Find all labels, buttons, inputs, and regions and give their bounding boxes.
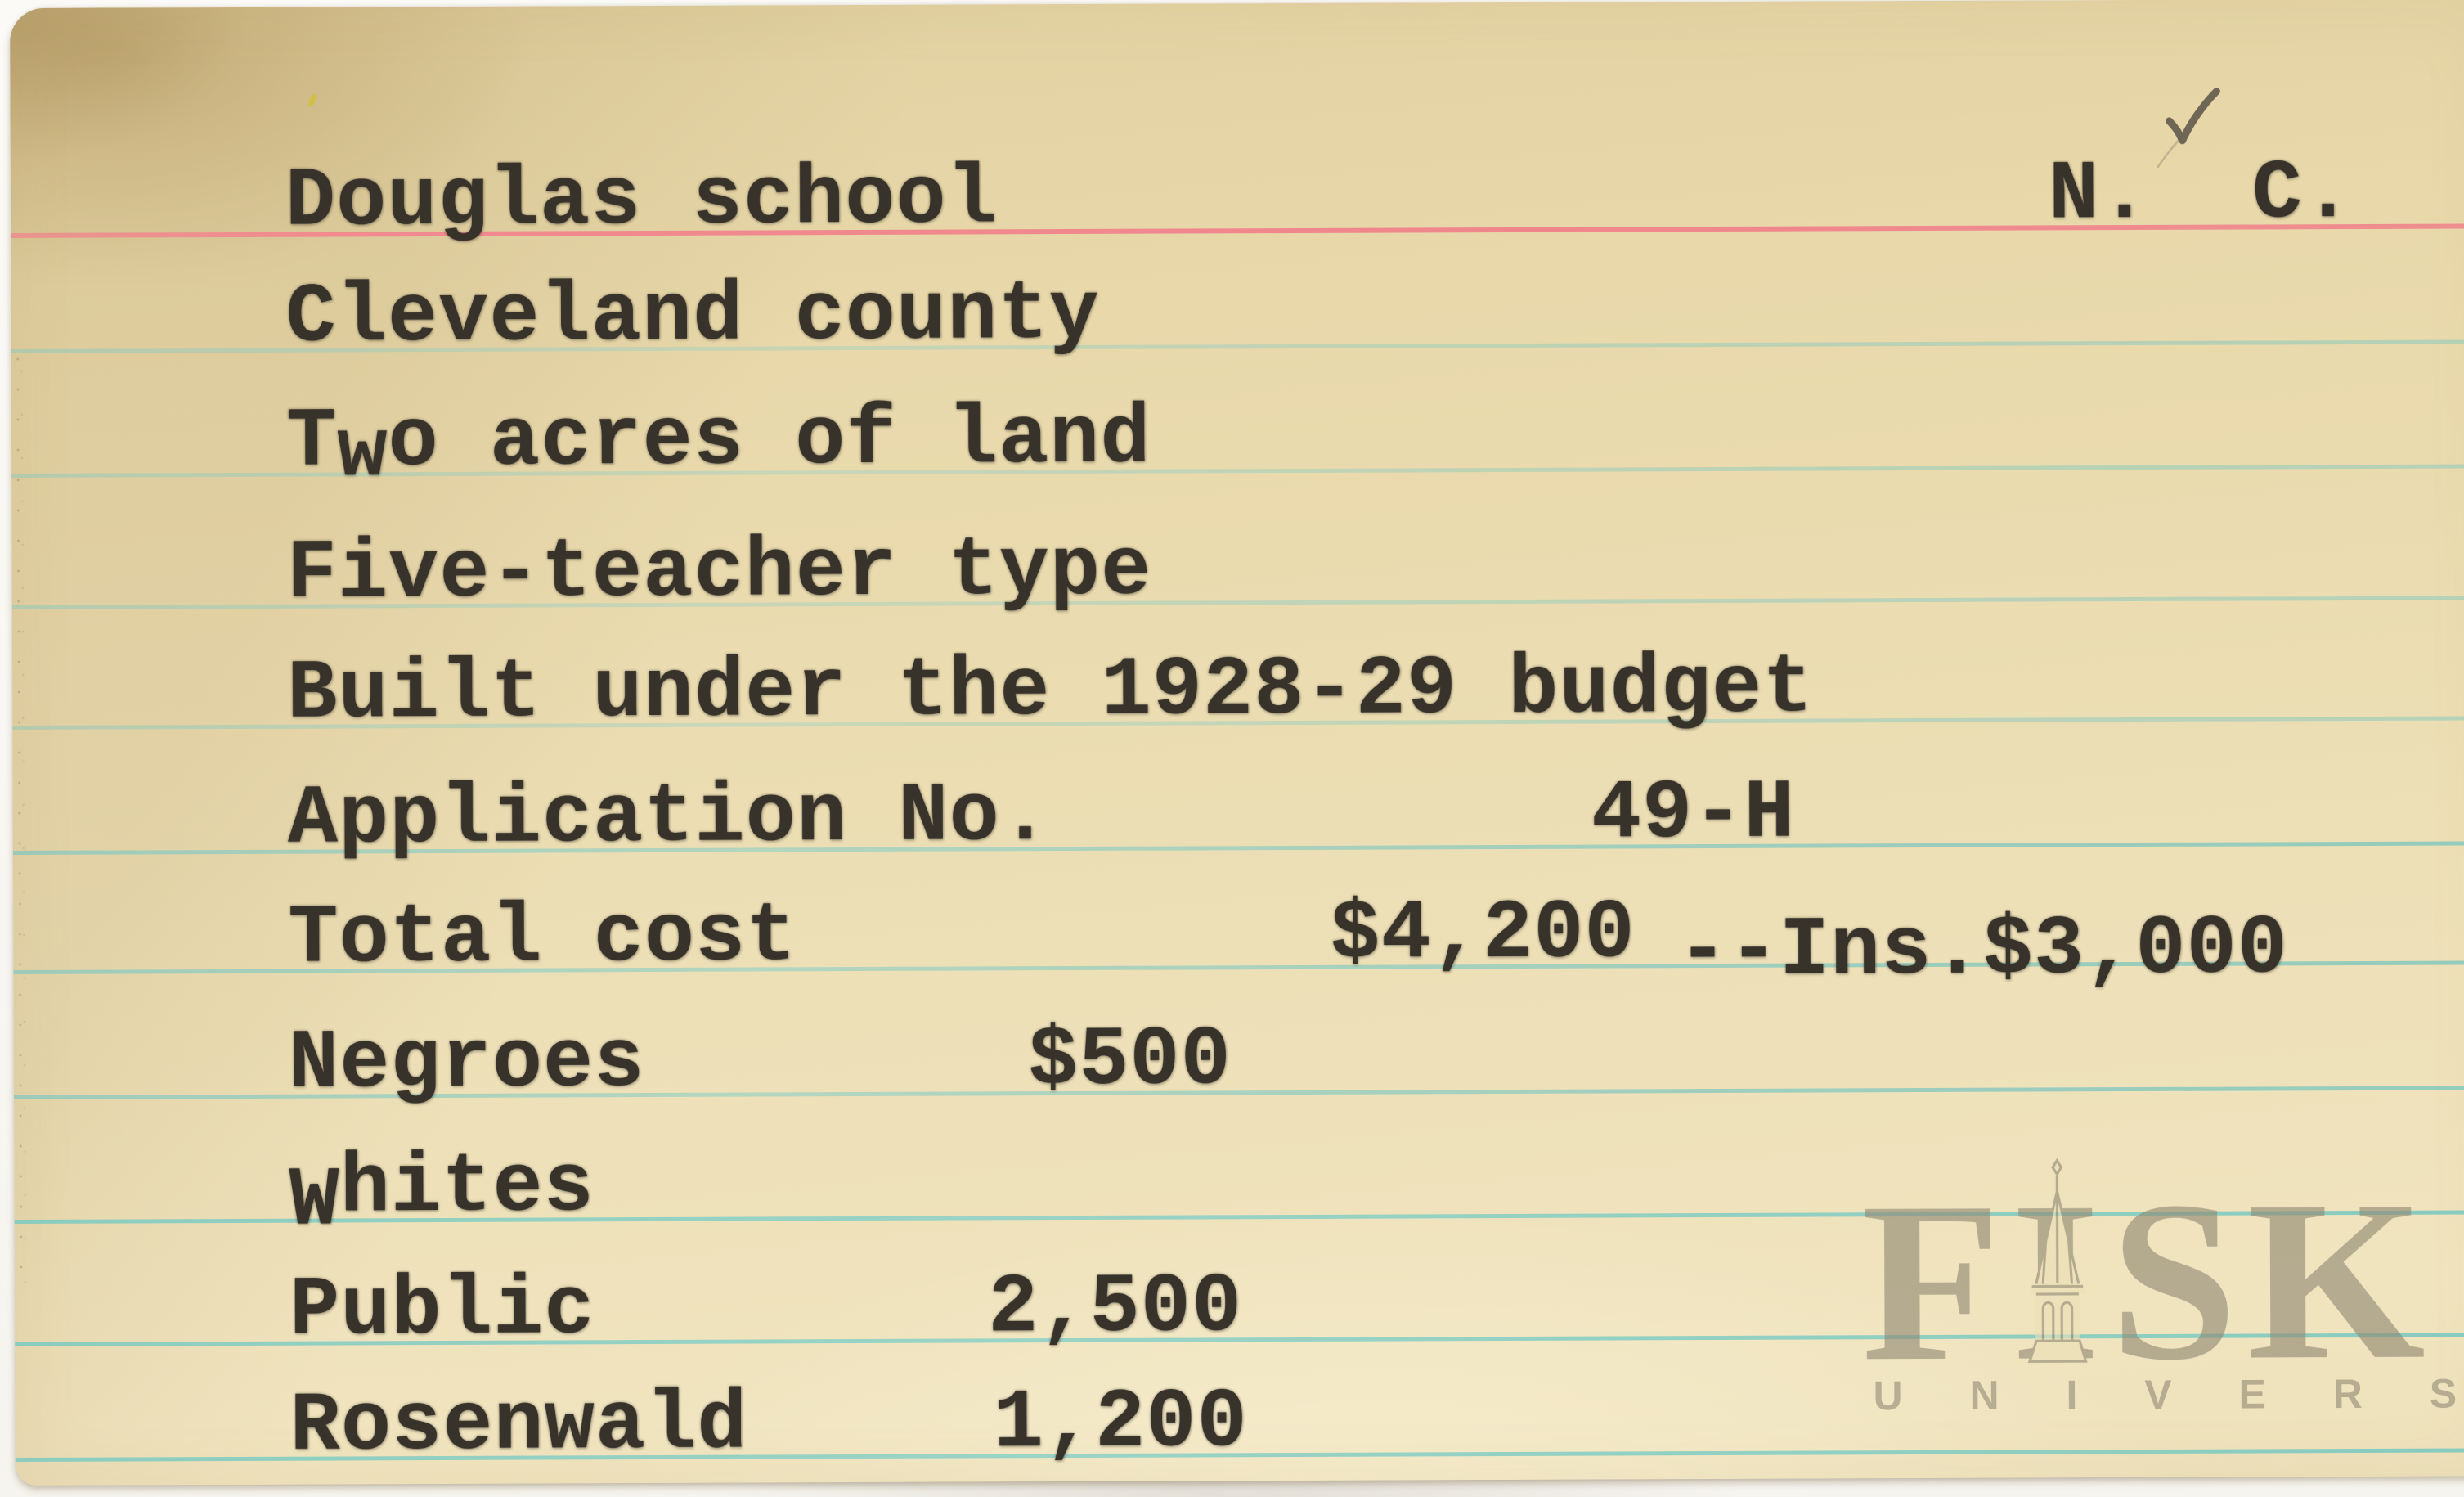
- total-cost-label: Total cost: [288, 889, 797, 987]
- public-label: Public: [289, 1262, 595, 1359]
- typewritten-layer: Douglas school N. C. Cleveland county Tw…: [10, 0, 2464, 1486]
- total-cost-value: $4,200: [1330, 886, 1636, 982]
- insurance-value: --Ins.$3,000: [1677, 901, 2289, 1000]
- steeple-icon: [2027, 1157, 2088, 1364]
- fisk-university-watermark: FI: [1860, 1153, 2464, 1419]
- negroes-label: Negroes: [288, 1015, 645, 1112]
- rosenwald-label: Rosenwald: [289, 1377, 748, 1474]
- public-value: 2,500: [987, 1260, 1243, 1356]
- acreage-line: Two acres of land: [285, 391, 1151, 501]
- rosenwald-value: 1,200: [993, 1375, 1248, 1472]
- county-line: Cleveland county: [285, 267, 1101, 366]
- negroes-value: $500: [1027, 1013, 1232, 1109]
- teacher-type-line: Five-teacher type: [286, 523, 1152, 622]
- whites-label: Whites: [289, 1140, 595, 1249]
- check-icon: [2157, 88, 2220, 169]
- index-card: FI: [10, 0, 2464, 1486]
- application-label: Application No.: [287, 769, 1052, 867]
- application-number: 49-H: [1591, 766, 1795, 862]
- watermark-fisk-text: FI: [1860, 1153, 2450, 1414]
- watermark-letter-i: I: [2010, 1153, 2110, 1408]
- school-name: Douglas school: [285, 151, 999, 250]
- budget-line: Built under the 1928-29 budget: [287, 641, 1814, 742]
